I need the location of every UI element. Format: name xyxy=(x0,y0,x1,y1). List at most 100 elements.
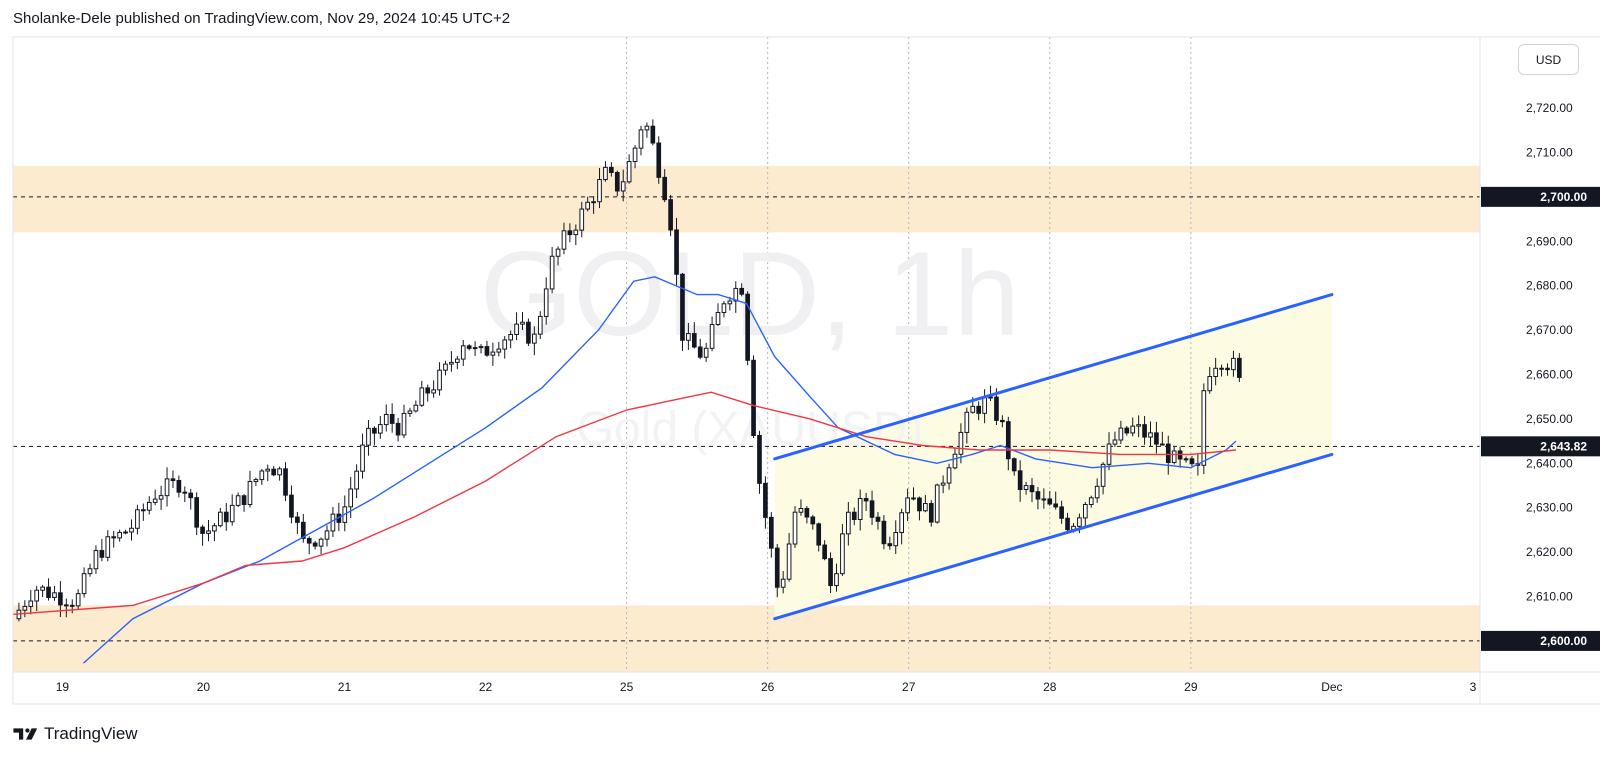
candle-body xyxy=(555,248,561,257)
candle xyxy=(686,322,691,350)
candle xyxy=(105,530,111,562)
currency-unit-button[interactable]: USD xyxy=(1518,44,1579,75)
candle xyxy=(532,326,537,356)
candle xyxy=(674,217,679,286)
price-label-box xyxy=(1481,630,1600,651)
candle-body xyxy=(828,558,833,587)
candle-body xyxy=(520,321,525,325)
candle xyxy=(638,125,644,156)
candle-body xyxy=(241,495,247,506)
candle xyxy=(170,470,176,488)
candle-body xyxy=(543,288,549,317)
candle xyxy=(727,296,733,311)
candle-body xyxy=(123,531,128,534)
candle xyxy=(549,247,555,294)
candle xyxy=(1059,500,1064,524)
candle xyxy=(437,362,442,396)
candle xyxy=(490,342,496,366)
tradingview-logo-icon xyxy=(13,728,38,740)
candle-body xyxy=(846,511,851,535)
price-label-box xyxy=(1481,436,1600,457)
candle xyxy=(739,283,745,297)
candle-body xyxy=(235,495,241,506)
candle xyxy=(1148,421,1153,447)
candle xyxy=(934,483,940,524)
candle xyxy=(1231,350,1236,377)
candle xyxy=(650,119,656,146)
candle-body xyxy=(597,179,602,203)
candle-body xyxy=(283,468,288,496)
candle xyxy=(1207,367,1213,394)
candle xyxy=(247,470,253,508)
candle xyxy=(597,167,602,209)
candle-body xyxy=(1077,517,1082,527)
moving-average-line-1 xyxy=(13,391,1237,615)
candle-body xyxy=(330,513,336,532)
candle xyxy=(75,589,81,610)
candle-body xyxy=(632,147,638,163)
time-tick-label: 22 xyxy=(479,680,493,694)
candle xyxy=(804,506,810,524)
candle xyxy=(502,336,508,359)
candle-body xyxy=(1088,497,1094,506)
plot-area: GOLD, 1h Gold (XAUUSD) xyxy=(13,37,1480,672)
candle xyxy=(129,519,134,541)
candle-body xyxy=(840,533,845,575)
candle xyxy=(1088,495,1094,508)
candle-body xyxy=(1201,390,1207,466)
candle xyxy=(265,464,271,482)
candle-body xyxy=(413,404,419,412)
candle xyxy=(579,201,585,238)
price-label-text: 2,700.00 xyxy=(1540,190,1587,204)
candle-body xyxy=(1148,432,1153,438)
candle-body xyxy=(164,478,170,497)
candle xyxy=(206,519,211,542)
candle-body xyxy=(768,516,774,549)
candle xyxy=(1005,416,1011,471)
time-tick-label: 19 xyxy=(56,680,70,694)
candle-body xyxy=(609,166,614,173)
candle-body xyxy=(194,497,199,528)
candlestick-series xyxy=(16,119,1242,622)
candle xyxy=(774,543,780,598)
candle-body xyxy=(1112,439,1118,445)
candle-body xyxy=(289,494,294,518)
candle-body xyxy=(69,604,75,607)
candle-body xyxy=(395,422,401,436)
candle-body xyxy=(182,491,188,494)
time-tick-label: 27 xyxy=(902,680,916,694)
candle xyxy=(928,500,934,527)
candle xyxy=(87,563,93,577)
candle-body xyxy=(810,516,816,525)
candle xyxy=(1136,415,1141,438)
time-tick-label: 3 xyxy=(1470,680,1477,694)
candle-body xyxy=(905,497,910,514)
candle xyxy=(1029,478,1035,503)
candle xyxy=(834,563,839,592)
candle-body xyxy=(111,536,117,539)
candle-body xyxy=(1231,357,1236,371)
candle-body xyxy=(620,181,626,192)
candle xyxy=(822,540,827,561)
candle xyxy=(923,494,928,513)
candle xyxy=(603,161,608,182)
channel-upper-trendline xyxy=(773,293,1334,461)
candle-body xyxy=(437,369,442,391)
price-tick-label: 2,620.00 xyxy=(1526,545,1573,559)
candle-body xyxy=(93,550,99,570)
candle xyxy=(431,380,436,398)
candle-body xyxy=(1136,424,1141,427)
candle xyxy=(312,540,318,550)
candle-body xyxy=(443,363,448,371)
candle-body xyxy=(715,311,721,326)
candle xyxy=(869,490,875,525)
price-tick-label: 2,610.00 xyxy=(1526,590,1573,604)
candle xyxy=(1165,435,1171,475)
candle xyxy=(1213,357,1218,386)
time-tick-label: 29 xyxy=(1184,680,1198,694)
candle xyxy=(768,512,774,558)
candle xyxy=(810,514,816,530)
candle xyxy=(478,344,484,354)
price-tick-label: 2,660.00 xyxy=(1526,367,1573,381)
